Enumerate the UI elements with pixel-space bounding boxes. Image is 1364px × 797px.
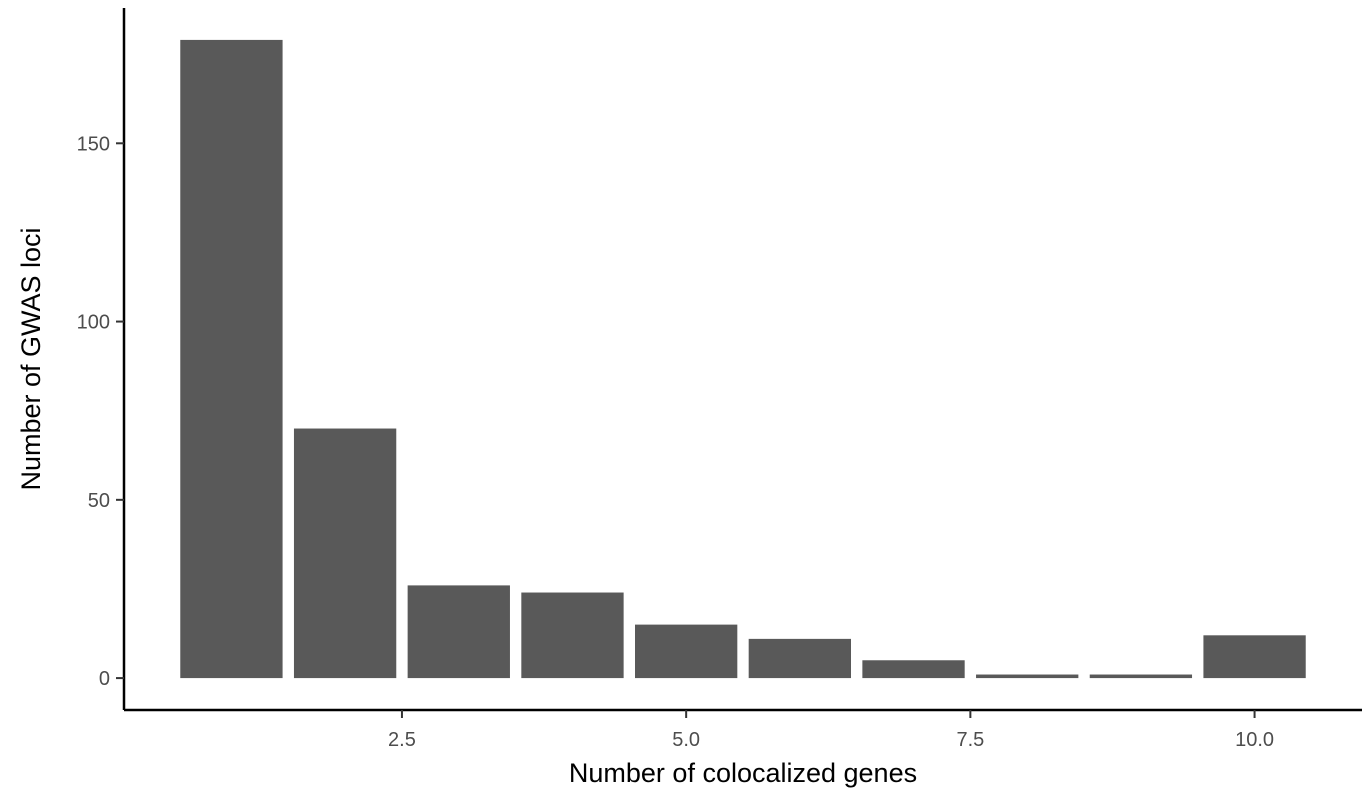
bar: [1089, 674, 1193, 679]
bar: [407, 585, 510, 679]
bar: [635, 624, 738, 679]
bar: [293, 428, 397, 679]
bar: [180, 39, 283, 679]
bar: [521, 592, 624, 679]
y-tick-label: 150: [77, 133, 110, 155]
x-axis-title: Number of colocalized genes: [569, 758, 917, 788]
bar: [1203, 635, 1306, 679]
y-tick-label: 100: [77, 312, 110, 334]
x-tick-label: 2.5: [388, 729, 416, 751]
bar: [976, 674, 1079, 679]
y-tick-label: 50: [88, 490, 110, 512]
x-tick-label: 7.5: [956, 729, 984, 751]
bar: [748, 638, 851, 679]
y-tick-label: 0: [99, 668, 110, 690]
x-tick-label: 5.0: [672, 729, 700, 751]
bar: [862, 660, 965, 679]
x-tick-label: 10.0: [1235, 729, 1274, 751]
y-axis-title: Number of GWAS loci: [16, 227, 46, 490]
